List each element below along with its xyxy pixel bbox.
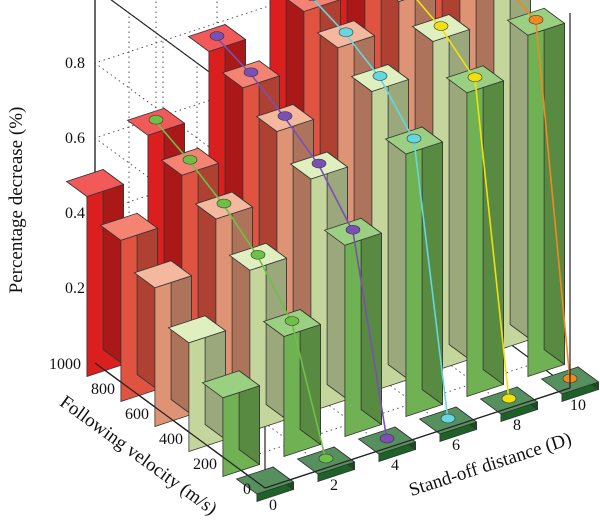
y-tick-label: 400 [159, 431, 183, 448]
y-tick-label: 600 [125, 406, 149, 423]
series-line-group [307, 0, 456, 424]
bar-face-top [99, 212, 159, 241]
bar-face-top [133, 260, 193, 289]
data-marker [467, 72, 483, 83]
bar-face-side [136, 212, 158, 391]
data-marker [216, 198, 232, 209]
bar-face-top [65, 169, 125, 197]
series-line [516, 0, 571, 381]
bar-face-side [421, 126, 443, 406]
series-line [416, 0, 510, 401]
bar [201, 370, 261, 478]
series-line-group [416, 0, 517, 404]
bar-face-side [326, 151, 348, 401]
z-axis-title: Percentage decrease (%) [6, 107, 27, 294]
bar-face-side [543, 7, 565, 366]
data-marker [406, 133, 422, 144]
x-tick-label: 6 [452, 437, 460, 454]
data-marker [345, 224, 361, 235]
z-tick-label: 0.6 [65, 130, 85, 147]
bar-face-top [201, 370, 261, 399]
x-tick-label: 2 [330, 477, 338, 494]
data-marker [318, 453, 334, 464]
bar-face-side [482, 65, 504, 386]
grid-line-z [110, 0, 266, 114]
data-marker [311, 158, 327, 169]
chart-frame-front [94, 13, 571, 489]
series-line-group [148, 114, 334, 464]
x-tick-label: 10 [570, 397, 586, 414]
bars-group [65, 0, 600, 503]
data-marker [433, 21, 449, 31]
data-marker [501, 393, 517, 404]
bar-face-top [235, 466, 295, 495]
data-marker [379, 433, 395, 444]
x-axis-title: Stand-off distance (D) [406, 429, 574, 501]
bar-face-side [360, 217, 382, 426]
y-tick-label: 200 [193, 456, 217, 473]
x-tick-label: 4 [391, 457, 399, 474]
data-marker [338, 27, 354, 38]
data-marker [148, 114, 164, 125]
left-floor-edge [94, 362, 266, 489]
data-marker [277, 111, 293, 121]
z-tick-label: 0.2 [65, 280, 85, 297]
bar [235, 466, 295, 503]
data-marker [209, 31, 225, 41]
data-marker [284, 316, 300, 326]
z-tick-label: 0.4 [65, 205, 85, 222]
data-marker [372, 71, 388, 81]
series-line [312, 0, 449, 421]
bar-face-top [287, 0, 341, 12]
grid-line-v-floor [230, 362, 537, 464]
data-marker [250, 249, 266, 260]
series-line [216, 37, 388, 441]
front-floor-edge [264, 387, 571, 489]
data-marker [440, 413, 456, 424]
series-line-group [209, 31, 395, 444]
series-lines [148, 0, 578, 464]
grid-line-z [94, 0, 289, 189]
bar [262, 308, 322, 458]
x-tick-label: 0 [269, 497, 277, 514]
y-tick-label: 1000 [49, 356, 81, 373]
data-marker [528, 14, 544, 25]
bar [65, 168, 125, 378]
bar-face-side [102, 168, 124, 366]
y-tick-label: 800 [91, 381, 115, 398]
bar [418, 406, 478, 443]
bar-face-top [396, 0, 405, 2]
bar [296, 446, 356, 483]
x-tick-label: 8 [513, 417, 521, 434]
bar [479, 386, 539, 423]
bar [167, 315, 227, 453]
y-tick-label: 0 [243, 481, 251, 498]
bar [357, 426, 417, 463]
series-line [155, 121, 327, 461]
z-tick-label: 0.8 [65, 55, 85, 72]
bar-face-side [509, 0, 531, 341]
bar-face-top [167, 315, 227, 344]
data-marker [307, 0, 317, 1]
data-marker [243, 67, 259, 78]
data-marker [182, 154, 198, 165]
